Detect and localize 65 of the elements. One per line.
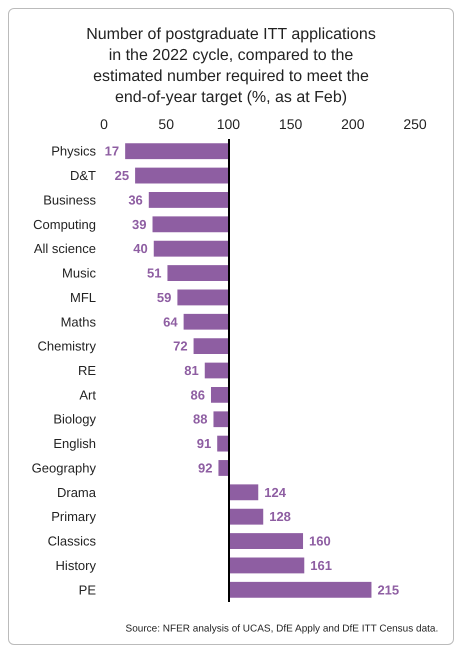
y-tick-label: Art	[79, 387, 96, 402]
bar	[217, 436, 228, 452]
y-tick-label: All science	[34, 241, 96, 256]
x-tick-label: 200	[341, 116, 365, 132]
bar	[167, 265, 228, 281]
y-tick-label: Physics	[51, 144, 96, 159]
data-label: 25	[114, 168, 130, 184]
data-label: 92	[198, 460, 212, 476]
y-tick-label: History	[56, 558, 96, 573]
x-tick-label: 250	[403, 116, 427, 132]
x-tick-label: 0	[100, 116, 108, 132]
y-tick-label: Chemistry	[37, 338, 96, 354]
data-label: 88	[193, 412, 208, 427]
bar	[218, 460, 228, 476]
data-label: 39	[132, 216, 147, 232]
data-label: 86	[190, 387, 205, 402]
data-label: 59	[156, 290, 172, 305]
y-tick-label: Music	[62, 266, 96, 281]
y-tick-label: Geography	[32, 460, 96, 476]
data-label: 40	[133, 241, 148, 256]
bar	[154, 240, 228, 257]
bar	[152, 216, 228, 232]
bar	[228, 533, 304, 549]
chart-title: Number of postgraduate ITT applications in the 2022 cycle, compared to the estimated number required to meet the end-of-year target (%, as at Feb)	[86, 26, 376, 106]
data-label: 124	[264, 484, 287, 500]
data-label: 91	[196, 436, 212, 452]
x-tick-label: 100	[216, 116, 240, 132]
data-label: 81	[184, 363, 199, 378]
data-label: 215	[377, 582, 400, 598]
data-label: 160	[309, 534, 331, 549]
source-note: Source: NFER analysis of UCAS, DfE Apply and DfE ITT Census data.	[126, 624, 438, 634]
y-tick-label: Business	[43, 192, 96, 208]
data-label: 17	[104, 144, 120, 159]
y-tick-label: Primary	[51, 509, 96, 524]
data-label: 64	[163, 314, 178, 330]
y-tick-label: PE	[78, 582, 96, 598]
bar	[228, 508, 264, 525]
bar	[228, 558, 304, 574]
y-tick-label: RE	[78, 363, 96, 378]
y-tick-label: MFL	[70, 290, 96, 305]
bar	[184, 314, 228, 330]
data-label: 72	[173, 338, 188, 354]
y-tick-label: Classics	[48, 534, 96, 549]
bar	[148, 192, 228, 208]
data-label: 128	[269, 509, 291, 524]
bar	[228, 582, 372, 598]
bar	[210, 386, 228, 403]
data-label: 51	[146, 266, 162, 281]
x-tick-label: 50	[158, 116, 174, 132]
data-label: 36	[128, 192, 143, 208]
bar	[194, 338, 228, 354]
y-tick-label: Drama	[56, 484, 97, 500]
x-tick-label: 150	[278, 116, 302, 132]
bar	[125, 143, 228, 160]
y-tick-label: Maths	[60, 314, 96, 330]
y-tick-label: Computing	[33, 216, 96, 232]
y-tick-label: English	[53, 436, 96, 452]
y-tick-label: D&T	[70, 168, 96, 184]
bar	[204, 362, 228, 378]
data-label: 161	[310, 558, 332, 573]
bar	[228, 484, 258, 500]
bar	[177, 289, 228, 306]
y-tick-label: Biology	[53, 412, 96, 427]
bar	[135, 168, 228, 184]
bar	[213, 411, 228, 428]
